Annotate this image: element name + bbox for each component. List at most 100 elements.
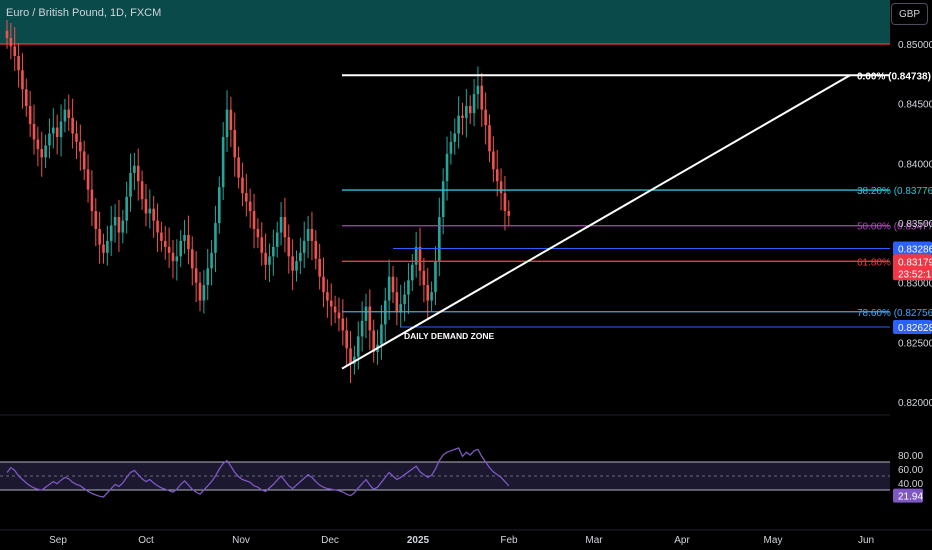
- candle-body: [252, 211, 256, 229]
- currency-button[interactable]: GBP: [891, 3, 928, 25]
- time-tick-label: Apr: [674, 535, 690, 546]
- candle-body: [225, 109, 229, 138]
- candle-body: [287, 237, 291, 257]
- candle-body: [268, 256, 271, 265]
- candle-body: [468, 106, 472, 114]
- price-tick-label: 0.83000: [898, 279, 932, 290]
- price-axis[interactable]: 0.85000 0.84500 0.84000 0.83500 0.83000 0.825…: [893, 40, 932, 503]
- price-tick-label: 0.82000: [898, 398, 932, 409]
- candle-body: [445, 153, 449, 182]
- candle-body: [260, 237, 264, 253]
- candle-body: [329, 300, 333, 307]
- candle-body: [40, 149, 44, 158]
- candle-body: [295, 261, 298, 271]
- fib-level-label: 0.00% (0.84738): [857, 71, 931, 82]
- candle-body: [102, 244, 105, 253]
- candle-body: [484, 109, 487, 126]
- candle-body: [82, 151, 86, 170]
- candle-body: [163, 240, 167, 247]
- price-pane[interactable]: 0.00% (0.84738) 38.20% (0.83776) 50.00% (0…: [0, 0, 932, 416]
- candle-body: [275, 232, 279, 247]
- candle-body: [426, 285, 430, 301]
- candle-body: [90, 189, 94, 212]
- candle-body: [179, 240, 182, 257]
- candle-body: [380, 324, 383, 345]
- candle-body: [461, 115, 464, 118]
- price-badge: [893, 254, 932, 281]
- candle-body: [152, 208, 155, 221]
- candle-body: [372, 330, 375, 352]
- candle-body: [237, 157, 240, 178]
- candle-body: [441, 181, 445, 218]
- rsi-line: [6, 447, 510, 498]
- candle-body: [499, 181, 503, 194]
- candle-body: [248, 201, 252, 212]
- candle-body: [86, 169, 90, 190]
- candle-body: [306, 228, 310, 241]
- candle-body: [457, 115, 460, 134]
- rsi-tick-label: 60.00: [898, 465, 923, 476]
- candle-body: [326, 292, 329, 301]
- fib-level-label: 78.60% (0.82756): [857, 308, 932, 319]
- price-tick-label: 0.84500: [898, 100, 932, 111]
- candle-body: [160, 232, 163, 241]
- candle-body: [302, 240, 306, 253]
- candle-body: [21, 70, 24, 90]
- candle-body: [310, 228, 314, 241]
- candle-body: [488, 125, 491, 152]
- candle-body: [67, 109, 71, 118]
- candle-body: [106, 240, 109, 253]
- candle-body: [395, 292, 399, 313]
- candle-body: [117, 217, 121, 233]
- price-badge-label: 0.82628: [898, 323, 932, 334]
- candle-body: [353, 356, 356, 364]
- candle-body: [25, 89, 28, 107]
- candle-body: [411, 264, 414, 281]
- candle-body: [283, 217, 287, 238]
- countdown-label: 23:52:15: [898, 269, 932, 280]
- candle-body: [279, 217, 283, 233]
- candle-body: [59, 121, 63, 138]
- candle-body: [148, 208, 152, 214]
- candle-body: [318, 258, 321, 277]
- candle-body: [48, 133, 51, 146]
- candle-body: [299, 252, 302, 262]
- candle-body: [465, 106, 468, 118]
- candle-body: [63, 109, 67, 122]
- symbol-title[interactable]: Euro / British Pound, 1D, FXCM: [6, 7, 162, 19]
- candle-body: [430, 292, 433, 301]
- candle-body: [453, 133, 457, 142]
- candle-body: [121, 220, 125, 233]
- time-tick-label: Dec: [321, 535, 339, 546]
- time-tick-label: May: [764, 535, 783, 546]
- candle-body: [403, 294, 406, 305]
- candle-body: [36, 139, 40, 150]
- candle-body: [129, 172, 132, 197]
- candle-body: [449, 141, 453, 154]
- candle-body: [360, 320, 364, 337]
- candle-body: [55, 127, 59, 138]
- candle-body: [183, 234, 186, 241]
- price-badge: [893, 320, 932, 335]
- candle-body: [214, 223, 217, 253]
- candle-body: [9, 38, 13, 47]
- rsi-pane[interactable]: [0, 447, 890, 498]
- candle-body: [133, 165, 136, 173]
- candle-body: [422, 270, 426, 286]
- candle-body: [198, 282, 202, 301]
- candle-body: [434, 261, 437, 293]
- candle-body: [206, 268, 210, 286]
- candle-body: [28, 106, 32, 124]
- candle-body: [399, 304, 403, 313]
- price-badge-label: 0.83179: [898, 257, 932, 268]
- rsi-tick-label: 40.00: [898, 479, 923, 490]
- time-tick-label: Feb: [500, 535, 518, 546]
- time-axis[interactable]: Sep Oct Nov Dec 2025 Feb Mar Apr May Jun: [0, 529, 932, 550]
- price-tick-label: 0.84000: [898, 159, 932, 170]
- candle-body: [391, 276, 395, 293]
- candle-body: [256, 228, 260, 238]
- candle-body: [140, 181, 144, 200]
- candle-body: [109, 225, 113, 241]
- time-tick-label: Mar: [585, 535, 603, 546]
